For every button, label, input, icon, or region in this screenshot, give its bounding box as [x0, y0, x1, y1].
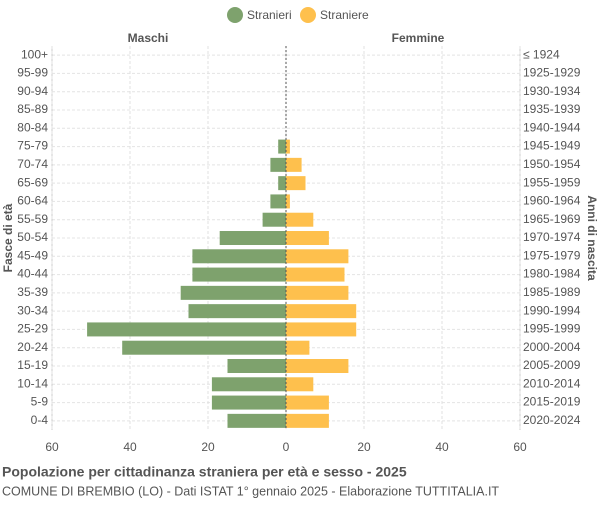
y-tick-label: 70-74 — [17, 157, 48, 171]
y-tick-label: 95-99 — [17, 66, 48, 80]
y2-tick-label: 1965-1969 — [523, 212, 581, 226]
y-tick-label: 90-94 — [17, 84, 48, 98]
y2-tick-label: 1980-1984 — [523, 267, 581, 281]
bar — [286, 176, 306, 191]
y2-tick-label: ≤ 1924 — [523, 47, 560, 61]
bar — [122, 340, 286, 355]
bar — [87, 322, 286, 337]
y2-tick-label: 1985-1989 — [523, 285, 581, 299]
bar — [286, 231, 329, 245]
right-label: Femmine — [392, 31, 445, 45]
x-tick-label: 0 — [283, 440, 290, 454]
y-axis-label: Fasce di età — [1, 203, 15, 272]
x-tick-label: 40 — [123, 440, 137, 454]
bar — [227, 413, 286, 428]
bar — [286, 304, 357, 319]
x-tick-label: 20 — [201, 440, 215, 454]
y2-tick-label: 1960-1964 — [523, 194, 581, 208]
bar — [192, 249, 286, 264]
y-tick-label: 15-19 — [17, 358, 48, 372]
bar — [286, 212, 314, 227]
legend-label: Straniere — [320, 8, 369, 22]
y2-tick-label: 1940-1944 — [523, 120, 581, 134]
legend-marker — [227, 7, 243, 23]
bar — [286, 413, 329, 428]
y-tick-label: 35-39 — [17, 285, 48, 299]
bar — [211, 377, 286, 392]
y-tick-label: 25-29 — [17, 322, 48, 336]
bar — [286, 285, 349, 300]
x-tick-label: 40 — [435, 440, 449, 454]
x-tick-label: 60 — [513, 440, 527, 454]
y-tick-label: 30-34 — [17, 303, 48, 317]
y2-tick-label: 1975-1979 — [523, 248, 581, 262]
bar — [286, 395, 329, 410]
bar — [286, 377, 314, 392]
y2-axis-label: Anni di nascita — [585, 195, 599, 281]
y-tick-label: 55-59 — [17, 212, 48, 226]
bar — [278, 176, 286, 191]
y2-tick-label: 1935-1939 — [523, 102, 581, 116]
chart-subtitle: COMUNE DI BREMBIO (LO) - Dati ISTAT 1° g… — [2, 484, 499, 498]
y-tick-label: 45-49 — [17, 248, 48, 262]
bar — [219, 231, 286, 245]
bar — [286, 139, 290, 154]
y-tick-label: 100+ — [21, 47, 48, 61]
y-tick-label: 20-24 — [17, 340, 48, 354]
bar — [270, 194, 286, 209]
y2-tick-label: 1990-1994 — [523, 303, 581, 317]
y2-tick-label: 1930-1934 — [523, 84, 581, 98]
bar — [188, 304, 286, 319]
y-tick-label: 50-54 — [17, 230, 48, 244]
bar — [227, 359, 286, 373]
y2-tick-label: 1955-1959 — [523, 175, 581, 189]
y2-tick-label: 1995-1999 — [523, 322, 581, 336]
bar — [192, 267, 286, 282]
legend-marker — [300, 7, 316, 23]
y2-tick-label: 1970-1974 — [523, 230, 581, 244]
y-tick-label: 5-9 — [31, 395, 49, 409]
y-tick-label: 80-84 — [17, 120, 48, 134]
y2-tick-label: 2010-2014 — [523, 376, 581, 390]
x-tick-label: 20 — [357, 440, 371, 454]
y2-tick-label: 2015-2019 — [523, 395, 581, 409]
y2-tick-label: 2005-2009 — [523, 358, 581, 372]
left-label: Maschi — [128, 31, 169, 45]
x-tick-label: 60 — [45, 440, 59, 454]
y2-tick-label: 1950-1954 — [523, 157, 581, 171]
bar — [286, 267, 345, 282]
y-tick-label: 10-14 — [17, 376, 48, 390]
bar — [211, 395, 286, 410]
bar — [270, 157, 286, 172]
bar — [286, 249, 349, 264]
bar — [286, 359, 349, 373]
y-tick-label: 85-89 — [17, 102, 48, 116]
bar — [278, 139, 286, 154]
y-tick-label: 65-69 — [17, 175, 48, 189]
y-tick-label: 60-64 — [17, 194, 48, 208]
y-tick-label: 75-79 — [17, 139, 48, 153]
y-tick-label: 40-44 — [17, 267, 48, 281]
y2-tick-label: 2020-2024 — [523, 413, 581, 427]
bar — [286, 340, 310, 355]
y-tick-label: 0-4 — [31, 413, 49, 427]
bar — [286, 322, 357, 337]
y2-tick-label: 2000-2004 — [523, 340, 581, 354]
y2-tick-label: 1945-1949 — [523, 139, 581, 153]
chart-title: Popolazione per cittadinanza straniera p… — [2, 464, 407, 480]
legend-label: Stranieri — [247, 8, 292, 22]
bar — [286, 194, 290, 209]
bar — [286, 157, 302, 172]
bar — [180, 285, 286, 300]
bar — [262, 212, 286, 227]
y2-tick-label: 1925-1929 — [523, 66, 581, 80]
